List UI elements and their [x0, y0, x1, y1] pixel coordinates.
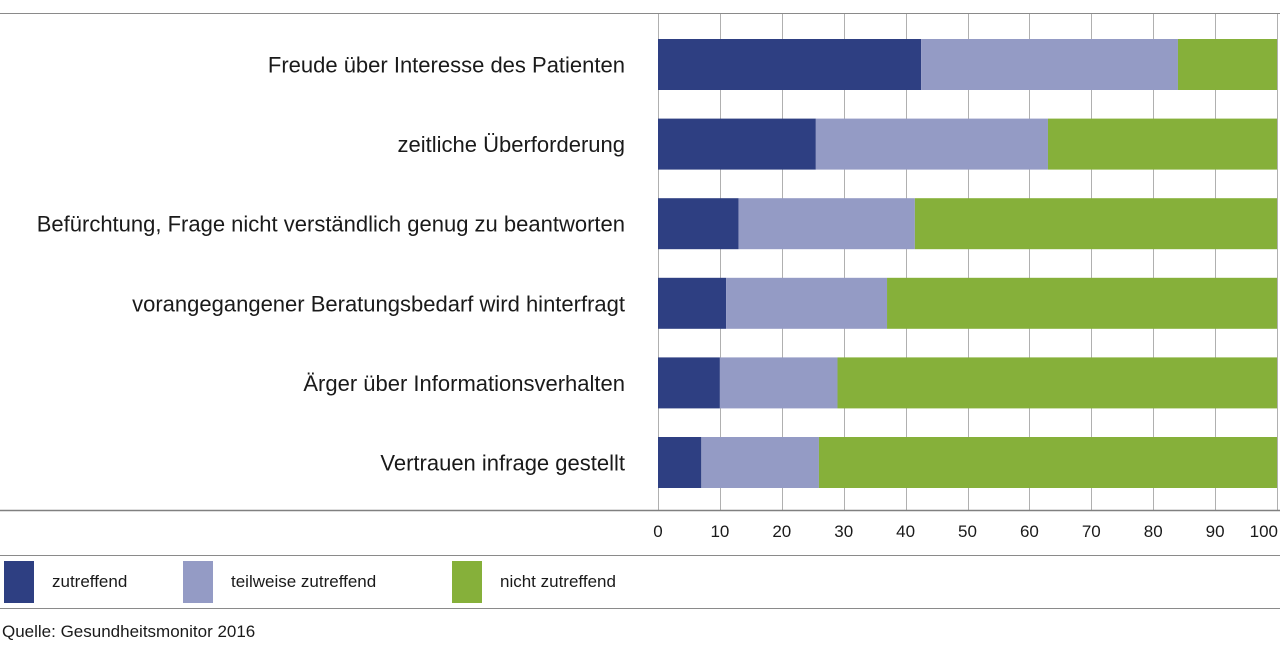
bar-0-nicht-zutreffend	[1177, 39, 1277, 90]
source-note: Quelle: Gesundheitsmonitor 2016	[2, 622, 256, 641]
x-tick-label-80: 80	[1144, 522, 1163, 541]
legend-item-nicht: nicht zutreffend	[452, 560, 616, 604]
bar-2-nicht-zutreffend	[914, 198, 1277, 250]
bar-1-zutreffend	[658, 118, 816, 170]
category-label-1: zeitliche Überforderung	[398, 132, 625, 157]
bar-1-nicht-zutreffend	[1047, 118, 1277, 170]
legend: zutreffend teilweise zutreffend nicht zu…	[0, 560, 1280, 604]
legend-swatch-zutreffend	[4, 561, 34, 603]
legend-label-zutreffend: zutreffend	[52, 572, 128, 591]
bar-0-zutreffend	[658, 39, 922, 90]
x-tick-label-60: 60	[1020, 522, 1039, 541]
stacked-bar-chart: Freude über Interesse des Patienten zeitl…	[0, 14, 1280, 541]
x-tick-label-50: 50	[958, 522, 977, 541]
x-tick-label-20: 20	[772, 522, 791, 541]
category-labels: Freude über Interesse des Patienten zeitl…	[37, 53, 625, 476]
legend-label-nicht: nicht zutreffend	[500, 572, 616, 591]
x-tick-label-40: 40	[896, 522, 915, 541]
x-tick-label-10: 10	[710, 522, 729, 541]
x-axis: 0 10 20 30 40 50 60 70 80 90 100	[0, 509, 1280, 541]
legend-bottom-rule	[0, 608, 1280, 609]
legend-item-teilweise: teilweise zutreffend	[183, 560, 376, 604]
bar-2-zutreffend	[658, 198, 739, 250]
legend-swatch-nicht	[452, 561, 482, 603]
bar-0-teilweise-zutreffend	[921, 39, 1178, 90]
grid-lines	[658, 14, 1278, 510]
legend-top-rule	[0, 555, 1280, 556]
x-tick-label-30: 30	[834, 522, 853, 541]
bar-4-teilweise-zutreffend	[719, 357, 838, 409]
x-tick-label-100: 100	[1250, 522, 1278, 541]
bar-3-zutreffend	[658, 277, 727, 329]
bar-3-nicht-zutreffend	[887, 277, 1277, 329]
bars	[658, 39, 1277, 488]
category-label-5: Vertrauen infrage gestellt	[380, 451, 625, 476]
top-rule	[0, 13, 1280, 14]
bar-4-nicht-zutreffend	[837, 357, 1277, 409]
bar-5-teilweise-zutreffend	[701, 437, 819, 488]
bar-4-zutreffend	[658, 357, 720, 409]
legend-label-teilweise: teilweise zutreffend	[231, 572, 377, 591]
legend-item-zutreffend: zutreffend	[4, 560, 127, 604]
x-tick-label-90: 90	[1206, 522, 1225, 541]
bar-5-nicht-zutreffend	[818, 437, 1277, 488]
category-label-2: Befürchtung, Frage nicht verständlich ge…	[37, 212, 625, 237]
x-tick-label-70: 70	[1082, 522, 1101, 541]
legend-swatch-teilweise	[183, 561, 213, 603]
bar-2-teilweise-zutreffend	[738, 198, 915, 250]
bar-1-teilweise-zutreffend	[815, 118, 1048, 170]
x-tick-label-0: 0	[653, 522, 662, 541]
category-label-0: Freude über Interesse des Patienten	[268, 53, 625, 78]
category-label-4: Ärger über Informationsverhalten	[303, 371, 625, 396]
bar-5-zutreffend	[658, 437, 702, 488]
category-label-3: vorangegangener Beratungsbedarf wird hin…	[132, 291, 625, 316]
bar-3-teilweise-zutreffend	[726, 277, 888, 329]
